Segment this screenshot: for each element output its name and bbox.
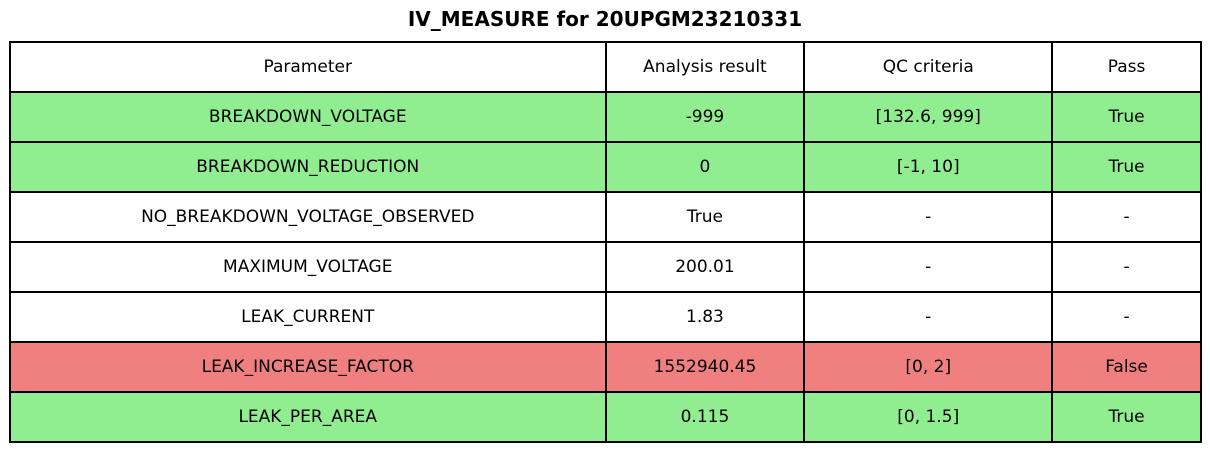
column-header-parameter: Parameter bbox=[9, 41, 607, 93]
parameter-cell: LEAK_INCREASE_FACTOR bbox=[9, 341, 607, 393]
qc-criteria-cell: [0, 2] bbox=[803, 341, 1054, 393]
qc-criteria-cell: [-1, 10] bbox=[803, 141, 1054, 193]
parameter-cell: BREAKDOWN_REDUCTION bbox=[9, 141, 607, 193]
pass-cell: True bbox=[1051, 141, 1202, 193]
qc-criteria-cell: [0, 1.5] bbox=[803, 391, 1054, 443]
parameter-cell: LEAK_CURRENT bbox=[9, 291, 607, 343]
analysis-result-cell: 200.01 bbox=[604, 241, 806, 293]
qc-criteria-cell: - bbox=[803, 191, 1054, 243]
qc-results-table: Parameter Analysis result QC criteria Pa… bbox=[9, 41, 1202, 443]
pass-cell: - bbox=[1051, 241, 1202, 293]
pass-cell: - bbox=[1051, 291, 1202, 343]
column-header-pass: Pass bbox=[1051, 41, 1202, 93]
analysis-result-cell: 0.115 bbox=[604, 391, 806, 443]
pass-cell: True bbox=[1051, 91, 1202, 143]
table-row: LEAK_PER_AREA 0.115 [0, 1.5] True bbox=[9, 391, 1202, 443]
parameter-cell: BREAKDOWN_VOLTAGE bbox=[9, 91, 607, 143]
analysis-result-cell: 0 bbox=[604, 141, 806, 193]
table-row: LEAK_CURRENT 1.83- - bbox=[9, 291, 1202, 343]
analysis-result-cell: True bbox=[604, 191, 806, 243]
qc-criteria-cell: - bbox=[803, 241, 1054, 293]
header-row: Parameter Analysis result QC criteria Pa… bbox=[9, 41, 1202, 93]
qc-criteria-cell: [132.6, 999] bbox=[803, 91, 1054, 143]
table-row: BREAKDOWN_REDUCTION 0 [-1, 10] True bbox=[9, 141, 1202, 193]
column-header-analysis-result: Analysis result bbox=[604, 41, 806, 93]
qc-criteria-cell: - bbox=[803, 291, 1054, 343]
parameter-cell: LEAK_PER_AREA bbox=[9, 391, 607, 443]
analysis-result-cell: 1552940.45 bbox=[604, 341, 806, 393]
table-row: LEAK_INCREASE_FACTOR 1552940.45 [0, 2] Fals… bbox=[9, 341, 1202, 393]
analysis-result-cell: -999 bbox=[604, 91, 806, 143]
parameter-cell: NO_BREAKDOWN_VOLTAGE_OBSERVED bbox=[9, 191, 607, 243]
parameter-cell: MAXIMUM_VOLTAGE bbox=[9, 241, 607, 293]
pass-cell: False bbox=[1051, 341, 1202, 393]
table-row: MAXIMUM_VOLTAGE 200.01- - bbox=[9, 241, 1202, 293]
table-body: BREAKDOWN_VOLTAGE -999 [132.6, 999] True BRE… bbox=[9, 91, 1202, 443]
page-title: IV_MEASURE for 20UPGM23210331 bbox=[407, 7, 803, 31]
column-header-qc-criteria: QC criteria bbox=[803, 41, 1054, 93]
pass-cell: True bbox=[1051, 391, 1202, 443]
analysis-result-cell: 1.83 bbox=[604, 291, 806, 343]
pass-cell: - bbox=[1051, 191, 1202, 243]
table-row: NO_BREAKDOWN_VOLTAGE_OBSERVED True - - bbox=[9, 191, 1202, 243]
table-row: BREAKDOWN_VOLTAGE -999 [132.6, 999] True bbox=[9, 91, 1202, 143]
